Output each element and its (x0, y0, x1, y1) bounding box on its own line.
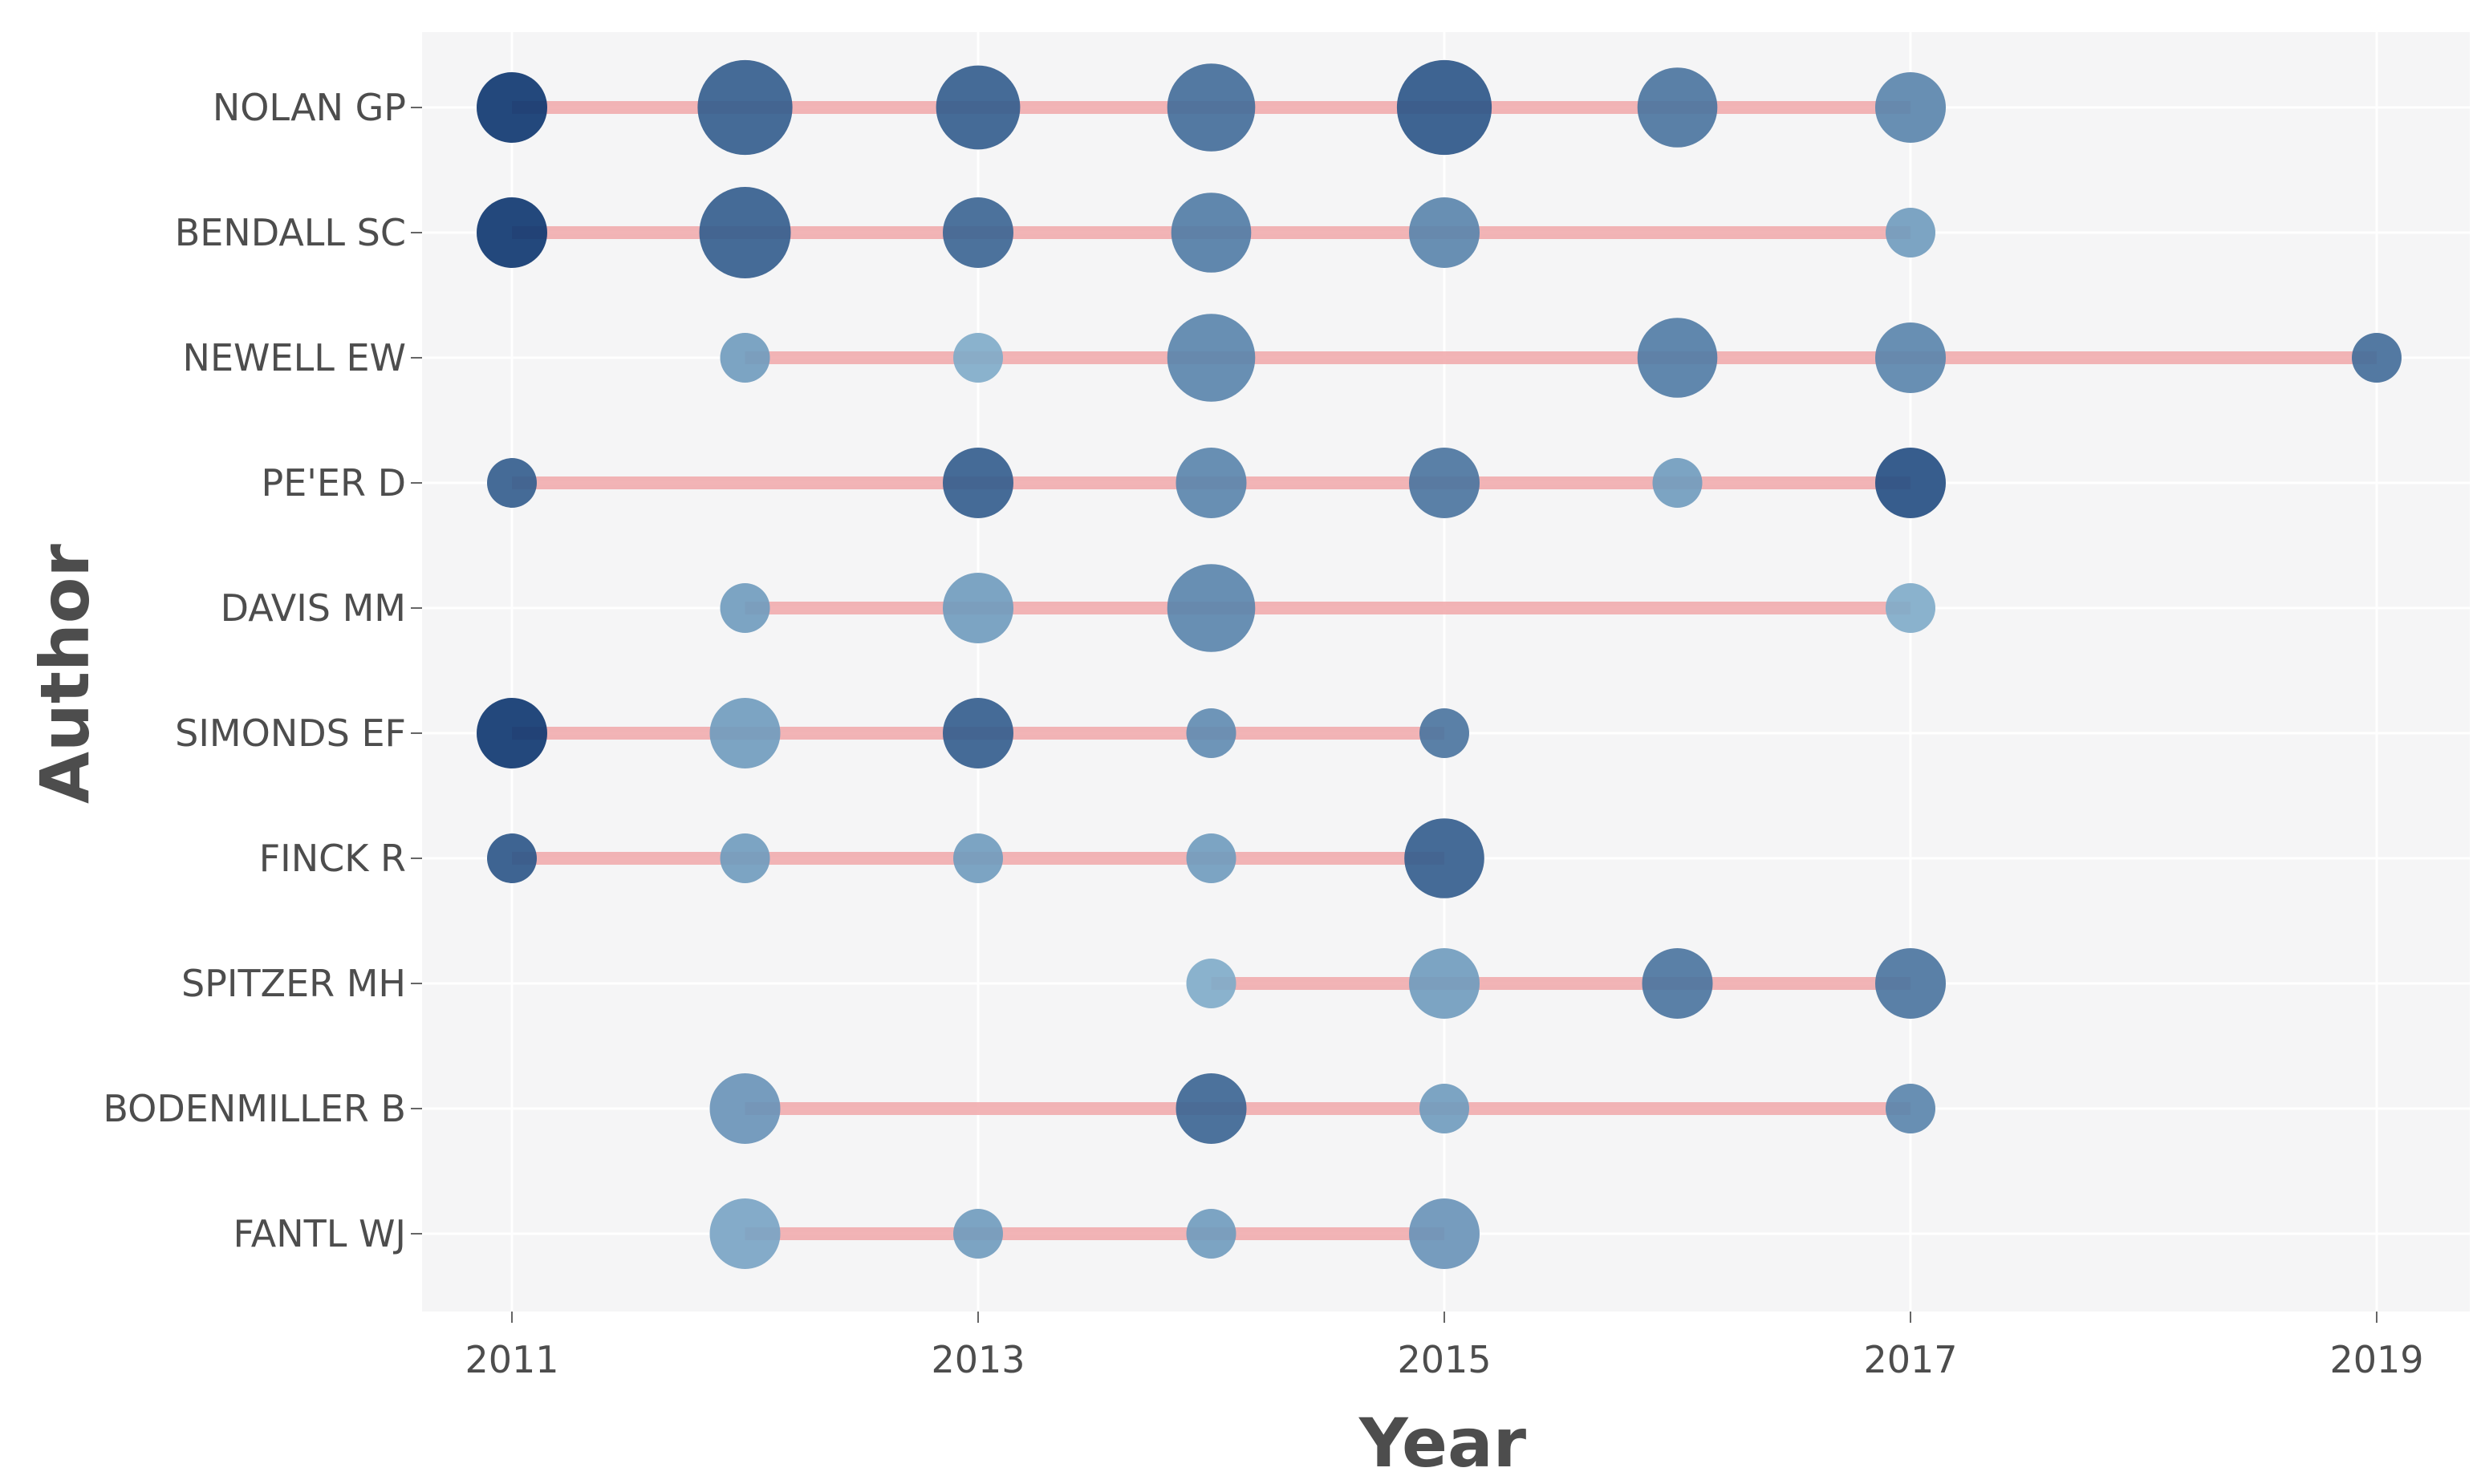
x-tick-label: 2013 (931, 1338, 1025, 1381)
publication-point (943, 698, 1013, 768)
publication-point (1875, 448, 1946, 518)
publication-point (953, 333, 1003, 383)
publication-point (1396, 59, 1492, 156)
publication-point (477, 197, 547, 268)
publication-point (953, 1209, 1003, 1259)
y-axis-ticks: NOLAN GP BENDALL SC NEWELL EW PE'ER D DAVIS … (103, 86, 422, 1255)
publication-point (1171, 193, 1252, 273)
y-tick-label: NOLAN GP (213, 86, 406, 129)
y-tick-label: BENDALL SC (175, 211, 406, 254)
publication-point (1419, 1084, 1469, 1133)
x-axis-title: Year (1358, 1404, 1527, 1482)
y-axis-title: Author (26, 543, 104, 803)
publication-point (1409, 1198, 1480, 1269)
publication-point (1875, 948, 1946, 1019)
publication-point (699, 187, 791, 278)
publication-point (1176, 448, 1247, 518)
publication-point (943, 197, 1013, 268)
publication-point (709, 698, 781, 768)
publication-point (1419, 708, 1469, 758)
y-tick-label: FANTL WJ (233, 1212, 406, 1255)
publication-point (943, 448, 1013, 518)
publication-point (1642, 948, 1713, 1019)
publication-point (1409, 197, 1480, 268)
publication-point (1186, 833, 1236, 883)
publication-point (1186, 708, 1236, 758)
publication-point (1886, 1084, 1935, 1133)
publication-point (953, 833, 1003, 883)
publication-point (709, 1198, 781, 1269)
x-tick-label: 2017 (1863, 1338, 1957, 1381)
y-tick-label: NEWELL EW (183, 336, 406, 379)
publication-point (1637, 67, 1718, 148)
publication-point (709, 1073, 781, 1144)
publication-point (2352, 333, 2402, 383)
publication-point (477, 72, 547, 143)
y-tick-label: SPITZER MH (181, 962, 406, 1005)
publication-point (1886, 208, 1935, 257)
publication-point (487, 833, 537, 883)
publication-point (1167, 314, 1256, 402)
publication-point (1167, 63, 1256, 152)
publication-point (1652, 458, 1703, 508)
y-tick-label: SIMONDS EF (175, 712, 406, 755)
publication-point (1875, 322, 1946, 393)
publication-point (1875, 72, 1946, 143)
y-tick-label: FINCK R (259, 837, 406, 880)
publication-point (1176, 1073, 1247, 1144)
publication-points (477, 59, 2402, 1269)
publication-point (1186, 1209, 1236, 1259)
publication-point (477, 698, 547, 768)
publication-point (720, 583, 770, 633)
x-tick-label: 2011 (465, 1338, 558, 1381)
publication-point (1167, 564, 1256, 652)
publication-point (1637, 318, 1718, 398)
publication-point (1404, 818, 1484, 898)
publication-point (720, 333, 770, 383)
publication-point (936, 65, 1021, 150)
x-tick-label: 2019 (2329, 1338, 2423, 1381)
x-axis-ticks: 2011 2013 2015 2017 2019 (465, 1312, 2424, 1381)
publication-point (943, 573, 1013, 643)
publication-point (697, 59, 793, 156)
publication-point (1409, 448, 1480, 518)
publication-point (1186, 959, 1236, 1008)
publication-point (1409, 948, 1480, 1019)
publication-point (1886, 583, 1935, 633)
x-tick-label: 2015 (1397, 1338, 1491, 1381)
publication-point (720, 833, 770, 883)
publication-point (487, 458, 537, 508)
y-tick-label: BODENMILLER B (103, 1087, 406, 1130)
y-tick-label: PE'ER D (261, 461, 406, 505)
y-tick-label: DAVIS MM (221, 586, 406, 630)
